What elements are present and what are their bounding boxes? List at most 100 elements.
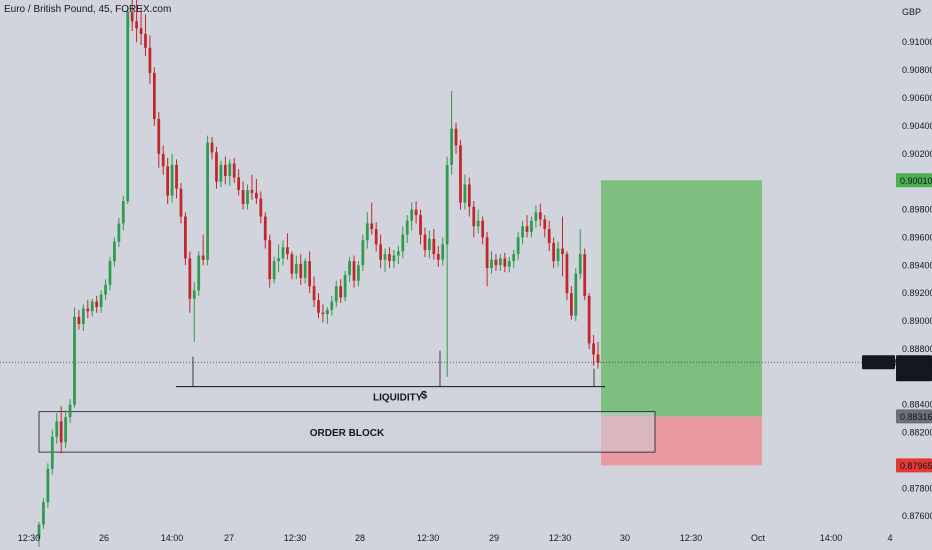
bull-candle <box>512 254 516 262</box>
countdown-text: 36:13 <box>902 369 925 379</box>
bear-candle <box>370 223 374 230</box>
bull-candle <box>108 261 112 285</box>
time-tick-label: 29 <box>489 533 499 543</box>
bull-candle <box>348 261 351 276</box>
bear-candle <box>312 286 316 301</box>
bear-candle <box>210 142 214 153</box>
last-price-tag: 0.88705 36:13 <box>896 355 932 382</box>
bull-candle <box>325 309 329 315</box>
price-tick-label: 0.90800 <box>902 65 932 75</box>
bear-candle <box>250 190 254 193</box>
bear-candle <box>481 220 485 238</box>
bull-candle <box>499 258 502 266</box>
dollar-icon: $ <box>421 390 427 402</box>
bear-candle <box>547 229 551 243</box>
bear-candle <box>317 300 320 313</box>
bull-candle <box>521 226 524 238</box>
bull-candle <box>55 421 59 437</box>
price-tick-label: 0.88200 <box>902 428 932 438</box>
bull-candle <box>219 164 223 182</box>
bear-candle <box>130 11 134 22</box>
price-tick-label: 0.89200 <box>902 288 932 298</box>
bear-candle <box>77 316 81 324</box>
bull-candle <box>476 220 480 227</box>
bear-candle <box>596 354 600 363</box>
bear-candle <box>459 145 462 203</box>
price-tick-label: 0.90200 <box>902 149 932 159</box>
bull-candle <box>357 265 360 281</box>
time-tick-label: 27 <box>224 533 234 543</box>
bull-candle <box>441 244 445 260</box>
bear-candle <box>538 212 542 220</box>
price-tick-label: 0.89000 <box>902 316 932 326</box>
bear-candle <box>525 226 529 232</box>
bear-candle <box>494 259 498 266</box>
bear-candle <box>321 312 325 315</box>
target-price-label: 0.90010 <box>896 173 932 188</box>
bear-candle <box>259 198 263 217</box>
bull-candle <box>574 273 578 316</box>
stop-price-label: 0.87965 <box>896 458 932 473</box>
bear-candle <box>352 261 356 281</box>
bull-candle <box>99 294 103 308</box>
bull-candle <box>507 261 511 267</box>
bull-candle <box>192 290 196 299</box>
bear-candle <box>175 164 178 189</box>
bull-candle <box>530 220 533 232</box>
bear-candle <box>503 258 507 267</box>
bear-candle <box>583 254 587 296</box>
currency-label: GBP <box>902 7 921 17</box>
time-axis[interactable]: 12:30 26 14:00 27 12:30 28 12:30 29 12:30 30 12:30… <box>18 533 893 543</box>
bull-candle <box>64 417 67 443</box>
bear-candle <box>467 184 471 207</box>
bull-candle <box>73 316 76 405</box>
bull-candle <box>365 223 369 241</box>
bull-candle <box>401 234 405 252</box>
price-axis[interactable]: GBP 0.91000 0.90800 0.90600 0.90400 0.90200 0… <box>902 7 932 521</box>
bull-candle <box>50 436 54 469</box>
bull-candle <box>383 254 387 260</box>
bear-candle <box>308 261 312 287</box>
bear-candle <box>454 128 458 146</box>
bear-candle <box>161 153 165 167</box>
bull-candle <box>361 240 365 266</box>
chart-title: Euro / British Pound, 45, FOREX.com <box>4 4 171 15</box>
price-tick-label: 0.87600 <box>902 511 932 521</box>
bull-candle <box>277 258 280 262</box>
bear-candle <box>268 240 272 280</box>
bull-candle <box>113 241 116 262</box>
entry-price-label: 0.88316 <box>896 409 932 424</box>
order-block-rect[interactable] <box>38 411 656 453</box>
bull-candle <box>42 502 45 525</box>
bear-candle <box>286 247 289 255</box>
bull-candle <box>330 301 334 310</box>
bear-candle <box>232 163 236 178</box>
bull-candle <box>405 220 409 235</box>
bear-candle <box>419 215 422 235</box>
time-tick-label: 12:30 <box>549 533 572 543</box>
bear-candle <box>144 33 147 48</box>
last-price-text: 0.88705 <box>900 358 932 368</box>
bear-candle <box>436 254 440 260</box>
price-tick-label: 0.88400 <box>902 400 932 410</box>
bear-candle <box>374 229 378 245</box>
bull-candle <box>37 524 41 539</box>
bear-candle <box>188 258 192 299</box>
bull-candle <box>410 209 414 221</box>
bear-candle <box>86 308 90 312</box>
bull-candle <box>534 212 538 221</box>
order-block-label: ORDER BLOCK <box>310 428 385 439</box>
bear-candle <box>152 72 156 119</box>
bear-candle <box>135 21 138 29</box>
time-tick-label: 12:30 <box>18 533 41 543</box>
target-zone[interactable] <box>601 180 762 417</box>
bear-candle <box>388 254 391 262</box>
bull-candle <box>68 404 72 418</box>
bull-candle <box>392 255 396 262</box>
bear-candle <box>148 47 152 73</box>
bull-candle <box>303 261 307 278</box>
liquidity-label: LIQUIDITY <box>373 393 423 404</box>
bull-candle <box>578 254 582 274</box>
